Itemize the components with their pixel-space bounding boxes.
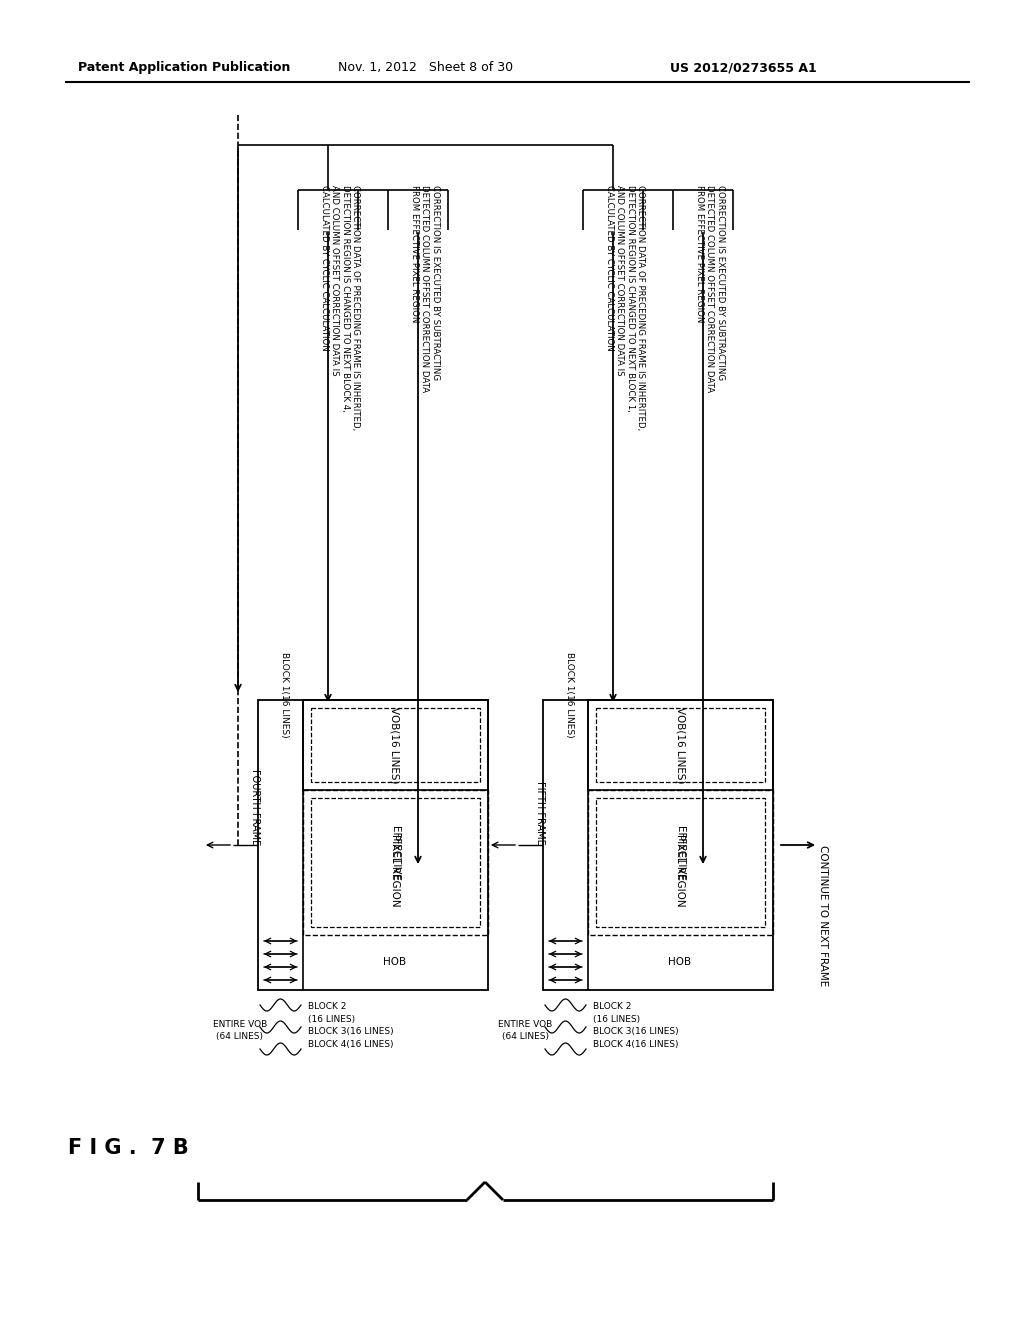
Text: HOB: HOB [383,957,407,968]
Text: ENTIRE VOB: ENTIRE VOB [498,1020,552,1030]
Text: EFFECTIVE: EFFECTIVE [390,826,400,882]
Bar [596,799,765,927]
Text: (64 LINES): (64 LINES) [216,1032,263,1041]
Text: CONTINUE TO NEXT FRAME: CONTINUE TO NEXT FRAME [818,845,828,986]
Text: ENTIRE VOB: ENTIRE VOB [213,1020,267,1030]
Text: BLOCK 3(16 LINES): BLOCK 3(16 LINES) [593,1027,679,1036]
Text: F I G .  7 B: F I G . 7 B [68,1138,188,1158]
Text: CORRECTION DATA OF PRECEDING FRAME IS INHERITED,
DETECTION REGION IS CHANGED TO : CORRECTION DATA OF PRECEDING FRAME IS IN… [319,185,360,430]
Text: FIFTH FRAME: FIFTH FRAME [535,781,545,845]
Bar [588,789,773,935]
Text: BLOCK 2: BLOCK 2 [308,1002,346,1011]
Text: CORRECTION DATA OF PRECEDING FRAME IS INHERITED,
DETECTION REGION IS CHANGED TO : CORRECTION DATA OF PRECEDING FRAME IS IN… [605,185,645,430]
Bar [596,708,765,781]
Bar [258,700,488,990]
Bar [588,700,773,789]
Bar [311,799,480,927]
Text: VOB(16 LINES): VOB(16 LINES) [390,706,400,783]
Text: Nov. 1, 2012   Sheet 8 of 30: Nov. 1, 2012 Sheet 8 of 30 [338,62,513,74]
Text: (16 LINES): (16 LINES) [593,1015,640,1024]
Bar [303,789,488,935]
Text: US 2012/0273655 A1: US 2012/0273655 A1 [670,62,817,74]
Text: (16 LINES): (16 LINES) [308,1015,355,1024]
Text: PIXEL REGION: PIXEL REGION [675,834,685,907]
Bar [311,708,480,781]
Text: Patent Application Publication: Patent Application Publication [78,62,291,74]
Text: VOB(16 LINES): VOB(16 LINES) [675,706,685,783]
Text: BLOCK 1(16 LINES): BLOCK 1(16 LINES) [280,652,289,738]
Bar [543,700,773,990]
Text: BLOCK 1(16 LINES): BLOCK 1(16 LINES) [565,652,574,738]
Text: (64 LINES): (64 LINES) [502,1032,549,1041]
Text: HOB: HOB [669,957,691,968]
Text: BLOCK 2: BLOCK 2 [593,1002,632,1011]
Text: PIXEL REGION: PIXEL REGION [390,834,400,907]
Text: BLOCK 4(16 LINES): BLOCK 4(16 LINES) [593,1040,679,1049]
Text: BLOCK 4(16 LINES): BLOCK 4(16 LINES) [308,1040,393,1049]
Text: BLOCK 3(16 LINES): BLOCK 3(16 LINES) [308,1027,393,1036]
Text: CORRECTION IS EXECUTED BY SUBTRACTING
DETECTED COLUMN OFFSET CORRECTION DATA
FRO: CORRECTION IS EXECUTED BY SUBTRACTING DE… [410,185,439,392]
Text: CORRECTION IS EXECUTED BY SUBTRACTING
DETECTED COLUMN OFFSET CORRECTION DATA
FRO: CORRECTION IS EXECUTED BY SUBTRACTING DE… [695,185,725,392]
Text: EFFECTIVE: EFFECTIVE [675,826,685,882]
Bar [303,700,488,789]
Text: FOURTH FRAME: FOURTH FRAME [250,768,260,845]
